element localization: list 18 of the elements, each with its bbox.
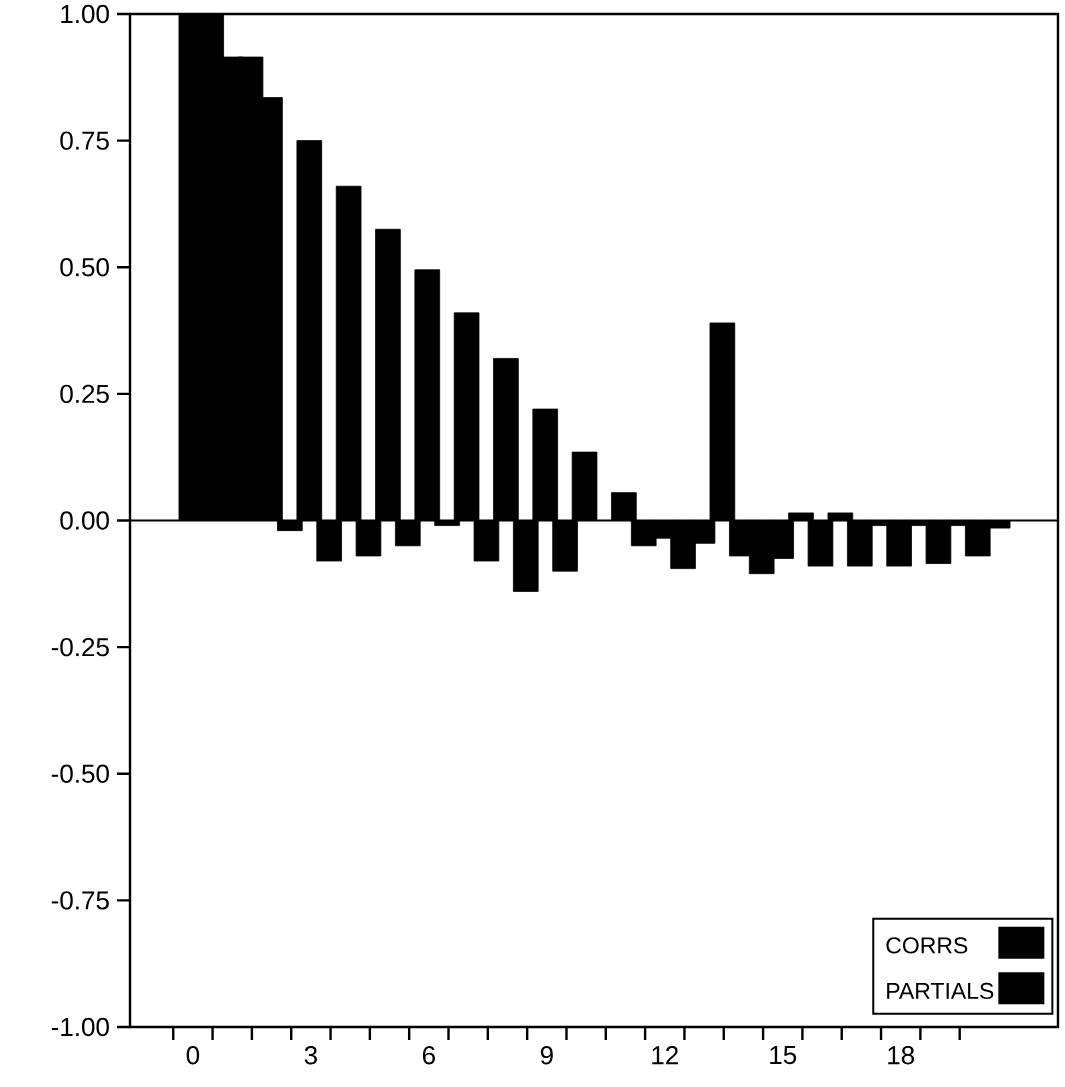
y-tick-label: 0.50 bbox=[60, 258, 109, 277]
y-tick-label: 1.00 bbox=[61, 4, 109, 24]
y-tick-label: 0.75 bbox=[60, 131, 109, 150]
y-tick-label: -1.00 bbox=[51, 1017, 109, 1037]
x-tick-label: 6 bbox=[422, 1046, 435, 1065]
legend-label: CORRS bbox=[886, 937, 968, 954]
y-tick-label: -0.25 bbox=[51, 637, 109, 657]
x-tick-label: 0 bbox=[186, 1046, 200, 1065]
y-tick-label: -0.50 bbox=[51, 764, 109, 783]
x-tick-label: 9 bbox=[540, 1046, 553, 1065]
x-tick-label: 18 bbox=[888, 1046, 915, 1065]
x-tick-label: 3 bbox=[304, 1046, 317, 1065]
y-tick-label: -0.75 bbox=[51, 891, 109, 910]
x-tick-label: 12 bbox=[652, 1046, 678, 1065]
legend-label: PARTIALS bbox=[887, 982, 994, 1000]
y-tick-label: 0.25 bbox=[60, 384, 109, 404]
x-tick-label: 15 bbox=[770, 1046, 797, 1065]
y-tick-label: 0.00 bbox=[60, 511, 109, 530]
